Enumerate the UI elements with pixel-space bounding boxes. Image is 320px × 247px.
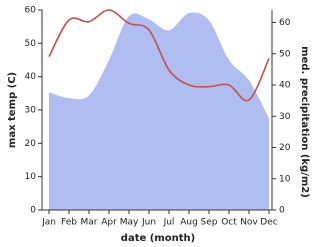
y2-tick-label: 40 [279,81,291,91]
y-tick-label: 60 [25,6,37,16]
y-tick-label: 20 [25,139,37,149]
x-tick-label: Feb [61,218,77,228]
x-tick-label: Jun [141,218,156,228]
x-tick-label: Aug [180,218,198,228]
y-tick-label: 30 [25,106,37,116]
y2-axis-label: med. precipitation (kg/m2) [299,46,310,198]
y2-tick-label: 50 [279,49,291,59]
y2-tick-label: 0 [279,206,285,216]
line [48,9,270,102]
y-tick-label: 40 [25,72,37,82]
x-tick-label: Nov [240,218,258,228]
x-tick-label: Mar [81,218,98,228]
y2-tick-label: 60 [279,18,291,28]
y-tick-label: 50 [25,39,37,49]
x-axis-label: date (month) [121,233,195,244]
area [49,12,269,210]
y-tick-label: 10 [25,172,37,182]
y-tick-label: 0 [30,206,36,216]
y-axis-label: max temp (C) [7,72,18,148]
y2-tick-label: 20 [279,143,291,153]
x-tick-label: Jul [163,218,175,228]
x-tick-label: Jan [41,218,56,228]
y2-tick-label: 30 [279,112,291,122]
x-tick-label: Apr [101,218,117,228]
x-tick-label: Oct [221,218,237,228]
x-tick-label: Dec [260,218,277,228]
x-tick-label: Sep [201,218,218,228]
x-tick-label: May [120,218,139,228]
y2-tick-label: 10 [279,174,291,184]
